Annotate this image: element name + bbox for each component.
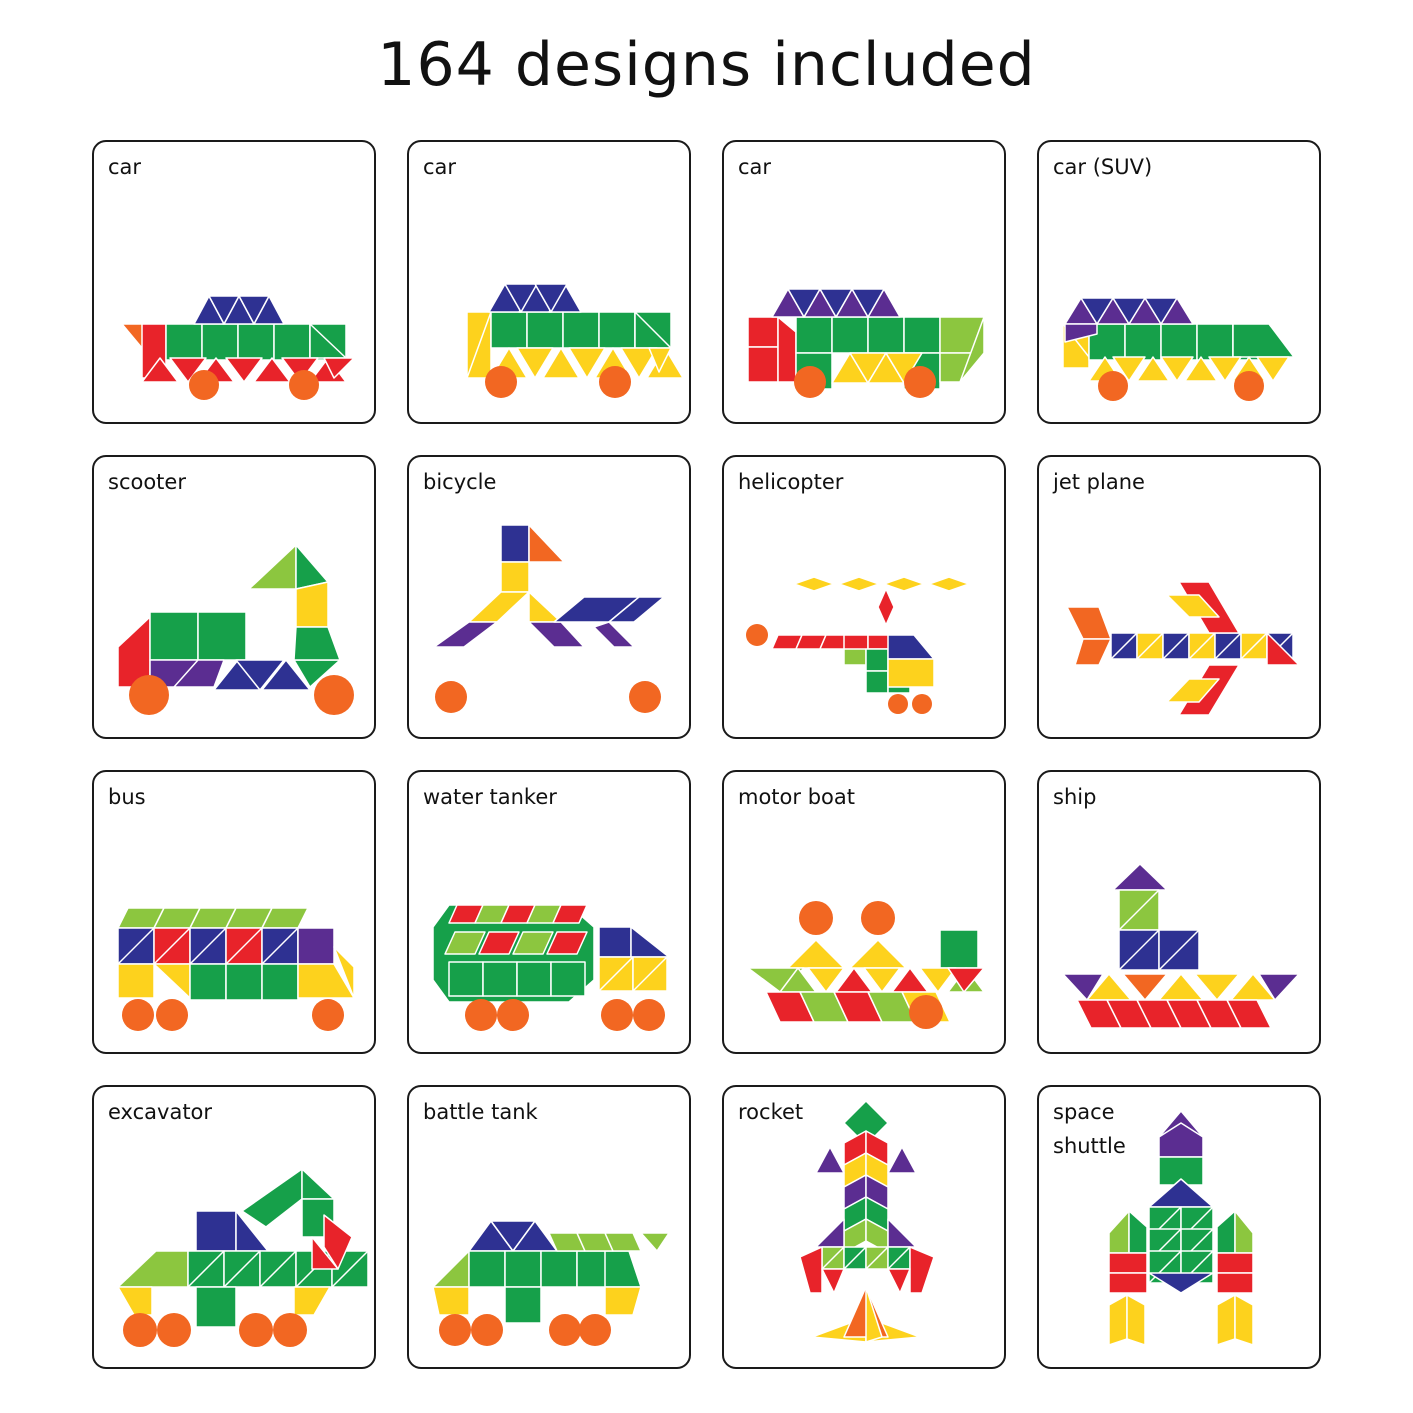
car-icon bbox=[466, 283, 684, 398]
design-card: car bbox=[407, 140, 691, 424]
design-card: excavator bbox=[92, 1085, 376, 1369]
jet-plane-icon bbox=[1066, 581, 1300, 716]
scooter-icon bbox=[117, 544, 354, 715]
excavator-icon bbox=[117, 1168, 369, 1347]
card-label: car bbox=[738, 155, 772, 179]
helicopter-icon bbox=[746, 576, 970, 714]
card-label: rocket bbox=[738, 1100, 804, 1124]
design-card: battle tank bbox=[407, 1085, 691, 1369]
battle-tank-icon bbox=[432, 1220, 670, 1346]
design-card: car bbox=[722, 140, 1006, 424]
card-label: scooter bbox=[108, 470, 186, 494]
page-title: 164 designs included bbox=[377, 30, 1036, 100]
card-label: ship bbox=[1053, 785, 1097, 809]
card-label: excavator bbox=[108, 1100, 213, 1124]
design-card: helicopter bbox=[722, 455, 1006, 739]
card-label: car bbox=[108, 155, 142, 179]
card-label: space shuttle bbox=[1053, 1100, 1126, 1158]
suv-icon bbox=[1062, 297, 1295, 401]
design-card: jet plane bbox=[1037, 455, 1321, 739]
ship-icon bbox=[1062, 863, 1300, 1029]
card-label: helicopter bbox=[738, 470, 844, 494]
design-grid: car car car car (SUV) scooter bicycle helicopt… bbox=[92, 140, 1322, 1370]
rocket-icon bbox=[799, 1100, 935, 1343]
design-card: ship bbox=[1037, 770, 1321, 1054]
card-label: bus bbox=[108, 785, 146, 809]
card-label: car bbox=[423, 155, 457, 179]
design-card: space shuttle bbox=[1037, 1085, 1321, 1369]
water-tanker-icon bbox=[432, 904, 670, 1031]
design-card: rocket bbox=[722, 1085, 1006, 1369]
design-card: water tanker bbox=[407, 770, 691, 1054]
card-label: bicycle bbox=[423, 470, 497, 494]
design-card: bus bbox=[92, 770, 376, 1054]
design-card: car bbox=[92, 140, 376, 424]
bicycle-icon bbox=[433, 524, 665, 713]
design-card: car (SUV) bbox=[1037, 140, 1321, 424]
car-icon bbox=[747, 288, 985, 398]
motor-boat-icon bbox=[747, 901, 985, 1029]
bus-icon bbox=[117, 907, 355, 1031]
card-label: car (SUV) bbox=[1053, 155, 1153, 179]
card-label: battle tank bbox=[423, 1100, 538, 1124]
design-card: motor boat bbox=[722, 770, 1006, 1054]
card-label: motor boat bbox=[738, 785, 855, 809]
design-card: scooter bbox=[92, 455, 376, 739]
card-label: water tanker bbox=[423, 785, 557, 809]
car-icon bbox=[121, 295, 355, 400]
card-label: jet plane bbox=[1053, 470, 1145, 494]
space-shuttle-icon bbox=[1108, 1110, 1254, 1346]
design-card: bicycle bbox=[407, 455, 691, 739]
